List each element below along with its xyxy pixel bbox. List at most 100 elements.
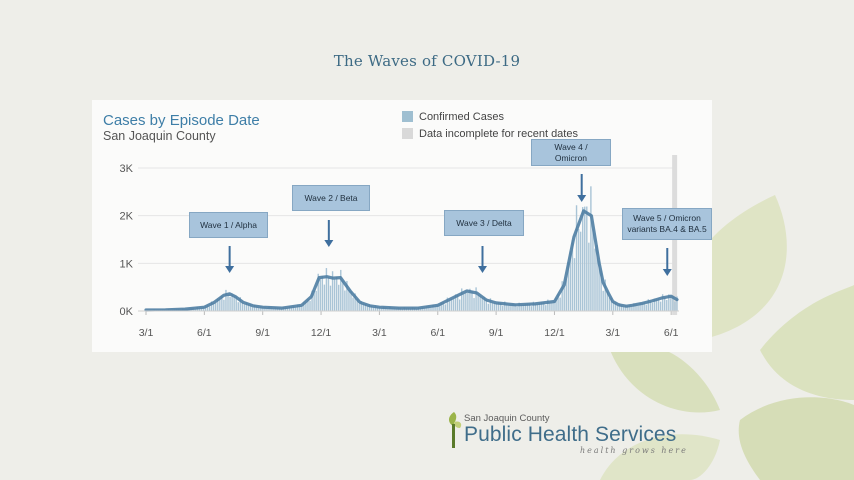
chart-subtitle: San Joaquin County: [103, 129, 216, 143]
y-tick-label: 3K: [120, 163, 134, 175]
daily-bar: [661, 294, 664, 311]
daily-bar: [401, 308, 403, 311]
daily-bar: [420, 307, 422, 311]
daily-bar: [280, 308, 283, 311]
daily-bar: [485, 299, 488, 311]
daily-bar: [481, 297, 483, 311]
daily-bar: [668, 294, 670, 311]
daily-bar: [618, 303, 621, 311]
daily-bar: [506, 304, 508, 311]
daily-bar: [538, 303, 541, 311]
leaf-shape: [738, 397, 854, 480]
daily-bar: [643, 302, 645, 311]
daily-bar: [547, 299, 549, 311]
daily-bar: [524, 304, 526, 311]
daily-bar: [327, 277, 330, 311]
daily-bar: [440, 302, 442, 311]
daily-bar: [616, 306, 619, 311]
daily-bar: [450, 298, 453, 311]
daily-bar: [471, 291, 473, 311]
x-tick-label: 3/1: [606, 327, 621, 339]
daily-bar: [456, 294, 459, 311]
daily-bar: [473, 298, 475, 311]
daily-bar: [362, 303, 365, 311]
daily-bar: [477, 295, 479, 311]
daily-bar: [581, 207, 584, 311]
daily-bar: [559, 297, 561, 311]
daily-bar: [452, 298, 455, 311]
daily-bar: [426, 306, 428, 311]
daily-bar: [325, 268, 328, 311]
daily-bar: [446, 297, 449, 311]
daily-bar: [309, 300, 311, 311]
daily-bar: [540, 302, 543, 311]
daily-bar: [657, 298, 660, 311]
wave-callout: Wave 4 / Omicron: [531, 139, 611, 166]
daily-bar: [670, 296, 672, 311]
y-tick-label: 2K: [120, 211, 134, 223]
leaf-shape: [600, 434, 720, 480]
daily-bar: [286, 308, 289, 311]
daily-bar: [266, 308, 268, 311]
daily-bar: [577, 228, 580, 311]
daily-bar: [502, 305, 504, 311]
daily-bar: [672, 296, 674, 311]
daily-bar: [532, 301, 535, 311]
daily-bar: [358, 304, 360, 311]
daily-bar: [391, 307, 393, 311]
daily-bar: [614, 302, 617, 311]
daily-bar: [588, 242, 590, 311]
daily-bar: [491, 302, 494, 311]
wave-callout: Wave 2 / Beta: [292, 185, 370, 211]
daily-bar: [592, 229, 594, 311]
daily-bar: [348, 290, 350, 311]
daily-bar: [676, 296, 678, 311]
daily-bar: [520, 304, 522, 311]
daily-bar: [510, 304, 512, 311]
legend-swatch-incomplete: [402, 128, 413, 139]
daily-bar: [489, 298, 492, 311]
wave-callout: Wave 3 / Delta: [444, 210, 524, 236]
daily-bar: [305, 301, 307, 311]
daily-bar: [586, 206, 588, 311]
daily-bar: [381, 307, 383, 311]
daily-bar: [264, 307, 266, 311]
daily-bar: [249, 304, 252, 311]
daily-bar: [229, 296, 231, 311]
daily-bar: [442, 302, 444, 311]
daily-bar: [573, 258, 576, 311]
daily-bar: [370, 305, 373, 311]
daily-bar: [653, 298, 656, 311]
daily-bar: [227, 294, 229, 311]
y-tick-label: 1K: [120, 258, 134, 270]
daily-bar: [385, 307, 387, 311]
daily-bar: [307, 299, 309, 311]
daily-bar: [241, 302, 244, 311]
daily-bar: [647, 299, 649, 311]
legend-item: Confirmed Cases: [402, 108, 578, 125]
daily-bar: [364, 304, 367, 311]
daily-bar: [553, 301, 555, 311]
daily-bar: [514, 304, 516, 311]
daily-bar: [338, 284, 340, 311]
logo-county: San Joaquin County: [464, 413, 550, 424]
daily-bar: [315, 290, 317, 311]
daily-bar: [299, 305, 301, 311]
daily-bar: [374, 305, 377, 311]
daily-bar: [323, 284, 326, 311]
daily-bar: [303, 301, 305, 311]
daily-bar: [428, 306, 430, 311]
daily-bar: [633, 303, 635, 311]
daily-bar: [225, 289, 227, 311]
daily-bar: [461, 288, 463, 311]
daily-bar: [331, 271, 334, 311]
x-tick-label: 6/1: [197, 327, 212, 339]
daily-bar: [272, 308, 274, 311]
daily-bar: [354, 293, 356, 311]
callout-arrow-head: [225, 266, 235, 273]
daily-bar: [444, 304, 447, 311]
chart-title: Cases by Episode Date: [103, 112, 260, 129]
daily-bar: [454, 294, 457, 311]
daily-bar: [629, 305, 631, 311]
